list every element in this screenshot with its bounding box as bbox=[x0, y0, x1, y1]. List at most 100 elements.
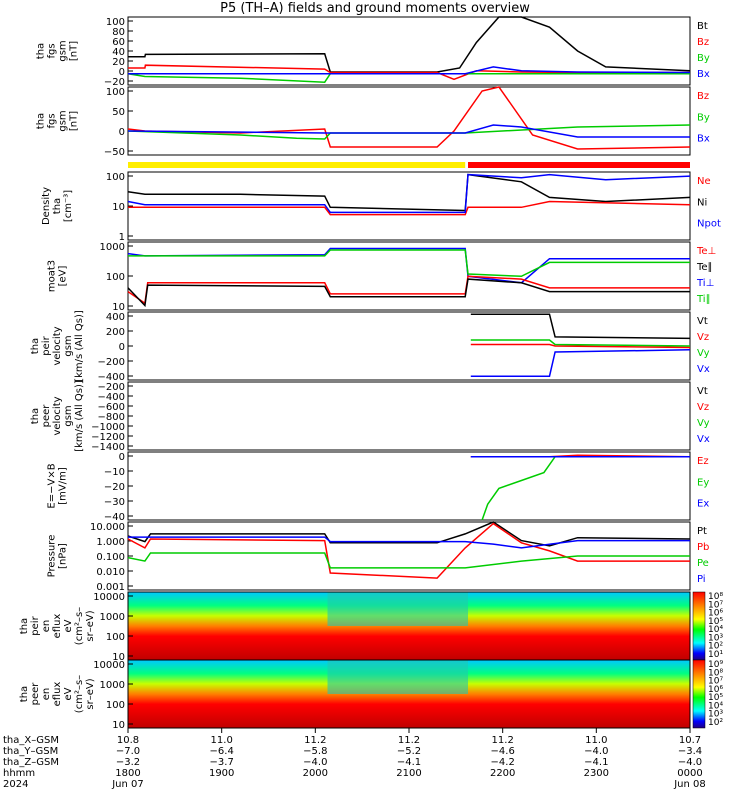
panel-7: 0 −10 −20 −30 −40 E=−V×B [mV/m] Ez Ey Ex bbox=[47, 451, 709, 523]
x-tick-label: −3.4 bbox=[678, 746, 702, 757]
series-Te∥ bbox=[127, 278, 690, 308]
y-tick-label: 0.010 bbox=[96, 567, 125, 578]
y-tick-label: −200 bbox=[98, 382, 125, 393]
panel-4: 1000 100 10 moat3 [eV] Te⊥ Te∥ Ti⊥ Ti∥ bbox=[47, 241, 716, 313]
legend-Pi: Pi bbox=[697, 574, 706, 585]
series-Vz bbox=[470, 343, 691, 349]
legend-Vx: Vx bbox=[697, 364, 710, 375]
x-tick-label: 11.2 bbox=[398, 735, 420, 746]
x-axis-row-label: tha_Z–GSM bbox=[3, 757, 59, 768]
chart-title: P5 (TH–A) fields and ground moments over… bbox=[220, 1, 530, 16]
series-Vy bbox=[470, 339, 691, 347]
legend-Vy: Vy bbox=[697, 418, 710, 429]
colorbar-tick-label: 10⁸ bbox=[708, 592, 723, 602]
y-tick-label: 100 bbox=[106, 632, 125, 643]
colorbar-tick-label: 10⁴ bbox=[708, 701, 723, 711]
series-Ti∥ bbox=[128, 249, 690, 278]
legend-By: By bbox=[697, 53, 710, 64]
colorbar-tick-label: 10⁵ bbox=[708, 617, 723, 627]
colorbar-tick-label: 10⁷ bbox=[708, 600, 723, 610]
y-axis-label: gsm bbox=[58, 110, 69, 131]
y-axis-label: [nT] bbox=[69, 41, 80, 61]
x-tick-label: −4.2 bbox=[491, 757, 515, 768]
x-tick-label: Jun 07 bbox=[111, 779, 144, 790]
series-Te⊥ bbox=[127, 275, 690, 305]
x-tick-label: −4.1 bbox=[397, 757, 421, 768]
legend-Npot: Npot bbox=[697, 219, 721, 230]
x-axis-row-label: hhmm bbox=[3, 768, 35, 779]
y-tick-label: 100 bbox=[106, 172, 125, 183]
series-Bt bbox=[128, 16, 691, 73]
x-tick-label: 11.0 bbox=[585, 735, 607, 746]
y-axis-label: [eV] bbox=[58, 266, 69, 287]
y-axis-label: Density bbox=[41, 187, 52, 225]
x-tick-label: −4.6 bbox=[491, 746, 515, 757]
y-axis-label: tha bbox=[36, 43, 47, 59]
y-tick-label: 40 bbox=[112, 47, 125, 58]
series-Pt bbox=[127, 521, 691, 547]
y-axis-label: gsm bbox=[58, 40, 69, 61]
series-Pe bbox=[127, 552, 690, 569]
panel-1: 100 50 0 −50 tha fgs gsm [nT] Bz By Bx bbox=[36, 86, 710, 158]
y-axis-label: fgs bbox=[47, 113, 58, 128]
panel-frame bbox=[127, 381, 691, 451]
x-tick-label: 1900 bbox=[209, 768, 234, 779]
x-tick-label: 2000 bbox=[303, 768, 328, 779]
y-tick-label: −20 bbox=[104, 482, 125, 493]
x-tick-label: −4.1 bbox=[584, 757, 608, 768]
panel-3: 100 10 1 Density tha [cm⁻³] Ne Ni Npot bbox=[41, 171, 721, 243]
y-tick-label: 0.100 bbox=[96, 552, 125, 563]
y-tick-label: 1 bbox=[119, 232, 125, 243]
mode-bar-segment bbox=[128, 162, 466, 168]
y-axis-label: gsm bbox=[63, 405, 74, 426]
y-tick-label: −30 bbox=[104, 497, 125, 508]
x-tick-label: 10.7 bbox=[679, 735, 701, 746]
series-Vx bbox=[470, 349, 691, 377]
legend-Ti∥: Ti∥ bbox=[696, 294, 711, 305]
y-tick-label: 10 bbox=[112, 720, 125, 731]
series-Vt bbox=[470, 313, 691, 340]
y-tick-label: −800 bbox=[98, 412, 125, 423]
y-tick-label: 400 bbox=[106, 312, 125, 323]
y-tick-label: 60 bbox=[112, 37, 125, 48]
y-tick-label: −400 bbox=[98, 372, 125, 383]
y-axis-label: velocity bbox=[52, 326, 63, 365]
x-tick-label: 0000 bbox=[677, 768, 702, 779]
legend-Vx: Vx bbox=[697, 434, 710, 445]
colorbar-tick-label: 10⁴ bbox=[708, 625, 723, 635]
y-tick-label: 1000 bbox=[100, 242, 125, 253]
legend-Bt: Bt bbox=[697, 21, 708, 32]
y-tick-label: 200 bbox=[106, 327, 125, 338]
legend-Ex: Ex bbox=[697, 499, 709, 510]
mode-bar-segment bbox=[468, 162, 690, 168]
panel-frame bbox=[127, 86, 691, 156]
colorbar-tick-label: 10³ bbox=[708, 633, 723, 643]
y-tick-label: 10 bbox=[112, 302, 125, 313]
colorbar-tick-label: 10⁸ bbox=[708, 668, 723, 678]
legend-Vy: Vy bbox=[697, 348, 710, 359]
y-axis-label: velocity bbox=[52, 396, 63, 435]
y-axis-label: peer bbox=[41, 404, 52, 428]
x-tick-label: −4.0 bbox=[584, 746, 608, 757]
series-Bx bbox=[127, 124, 690, 138]
x-tick-label: −3.2 bbox=[116, 757, 140, 768]
y-axis-label: [cm⁻³] bbox=[63, 190, 74, 222]
y-tick-label: −20 bbox=[104, 77, 125, 88]
y-axis-label: moat3 bbox=[47, 260, 58, 292]
x-tick-label: −5.2 bbox=[397, 746, 421, 757]
y-tick-label: 80 bbox=[112, 27, 125, 38]
y-axis-label: en bbox=[41, 620, 52, 633]
panel-frame bbox=[127, 241, 691, 311]
y-axis-label: tha bbox=[19, 686, 30, 702]
x-tick-label: 2300 bbox=[584, 768, 609, 779]
y-tick-label: −1200 bbox=[91, 432, 125, 443]
colorbar-tick-label: 10² bbox=[708, 642, 723, 652]
x-tick-label: 2100 bbox=[396, 768, 421, 779]
x-tick-label: −4.0 bbox=[303, 757, 327, 768]
y-axis-label: fgs bbox=[47, 43, 58, 58]
y-tick-label: −1000 bbox=[91, 422, 125, 433]
y-tick-label: −200 bbox=[98, 357, 125, 368]
legend-By: By bbox=[697, 112, 710, 123]
